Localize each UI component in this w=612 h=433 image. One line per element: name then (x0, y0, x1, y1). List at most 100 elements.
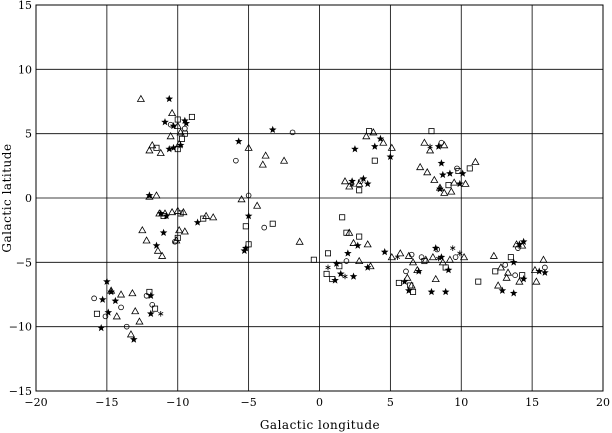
triangle-point (408, 258, 418, 266)
triangle-point (355, 256, 364, 264)
star-point (535, 267, 544, 275)
star-point (351, 145, 359, 153)
triangle-point (172, 236, 181, 244)
triangle-point (295, 237, 304, 245)
triangle-point (209, 213, 218, 221)
triangle-point (366, 261, 375, 270)
triangle-point (420, 138, 429, 146)
triangle-point (135, 317, 144, 325)
star-point (405, 286, 413, 294)
triangle-point (166, 132, 175, 140)
square-point (174, 146, 181, 153)
asterisk-point (450, 245, 456, 251)
star-point (519, 237, 528, 245)
triangle-point (404, 251, 413, 259)
y-tick-label: 10 (18, 63, 32, 76)
y-tick-label: 5 (25, 128, 32, 141)
star-point (400, 277, 409, 285)
star-point (458, 169, 467, 177)
square-point (323, 270, 330, 277)
star-point (427, 287, 436, 296)
star-point (103, 277, 111, 285)
star-point (363, 179, 372, 188)
circle-point (357, 178, 364, 185)
triangle-point (340, 177, 350, 185)
triangle-point (153, 246, 162, 254)
square-point (410, 288, 417, 295)
circle-point (408, 251, 415, 258)
circle-point (502, 262, 508, 268)
star-point (349, 272, 358, 280)
circle-point (403, 268, 409, 275)
star-point (336, 269, 345, 278)
star-point (159, 228, 168, 236)
asterisk-point (435, 255, 442, 262)
star-point (234, 137, 243, 145)
triangle-point (471, 157, 480, 165)
star-point (111, 296, 120, 305)
square-point (160, 213, 167, 220)
triangle-point (379, 138, 388, 146)
grid (36, 5, 603, 391)
y-tick-label: 15 (18, 0, 32, 12)
square-point (356, 233, 363, 240)
square-point (146, 288, 153, 295)
star-point (161, 118, 169, 126)
square-point (428, 128, 435, 135)
square-point (343, 229, 350, 236)
y-tick-label: 0 (25, 192, 32, 205)
square-point (174, 116, 181, 123)
square-point (466, 165, 473, 172)
triangle-point (112, 312, 121, 320)
star-point (456, 179, 464, 188)
square-point (200, 215, 207, 222)
triangle-point (142, 236, 151, 244)
circle-point (542, 264, 548, 271)
star-point (386, 152, 395, 161)
data-points (91, 94, 549, 343)
square-point (366, 128, 373, 135)
star-point (376, 134, 385, 143)
circle-point (261, 224, 268, 231)
circle-point (512, 272, 518, 279)
triangle-point (175, 225, 184, 234)
triangle-point (450, 178, 459, 186)
triangle-point (425, 146, 435, 154)
asterisk-point (394, 254, 401, 260)
square-point (356, 187, 363, 194)
triangle-point (126, 330, 136, 338)
x-axis-label: Galactic longitude (260, 418, 380, 432)
triangle-point (416, 162, 425, 171)
square-point (93, 310, 100, 317)
circle-point (438, 139, 445, 146)
circle-point (172, 238, 178, 245)
x-tick-label: −15 (95, 396, 118, 409)
triangle-point (447, 187, 456, 195)
star-point (541, 268, 549, 276)
x-tick-label: 10 (454, 396, 468, 409)
triangle-point (461, 179, 470, 187)
triangle-point (421, 255, 430, 263)
star-point (181, 116, 189, 125)
circle-point (289, 129, 296, 136)
star-point (241, 244, 250, 252)
triangle-point (237, 195, 246, 203)
square-point (242, 223, 249, 230)
triangle-point (244, 143, 253, 151)
square-point (245, 241, 252, 248)
circle-point (102, 313, 109, 320)
circle-point (515, 245, 521, 251)
triangle-point (532, 277, 541, 285)
square-point (507, 254, 514, 261)
triangle-point (387, 252, 396, 261)
square-point (519, 272, 526, 279)
triangle-point (430, 175, 439, 183)
triangle-point (167, 207, 177, 216)
triangle-point (349, 238, 358, 246)
triangle-point (362, 132, 371, 140)
star-point (437, 159, 446, 167)
star-point (130, 335, 138, 343)
star-point (165, 94, 174, 103)
asterisk-point (325, 264, 331, 271)
